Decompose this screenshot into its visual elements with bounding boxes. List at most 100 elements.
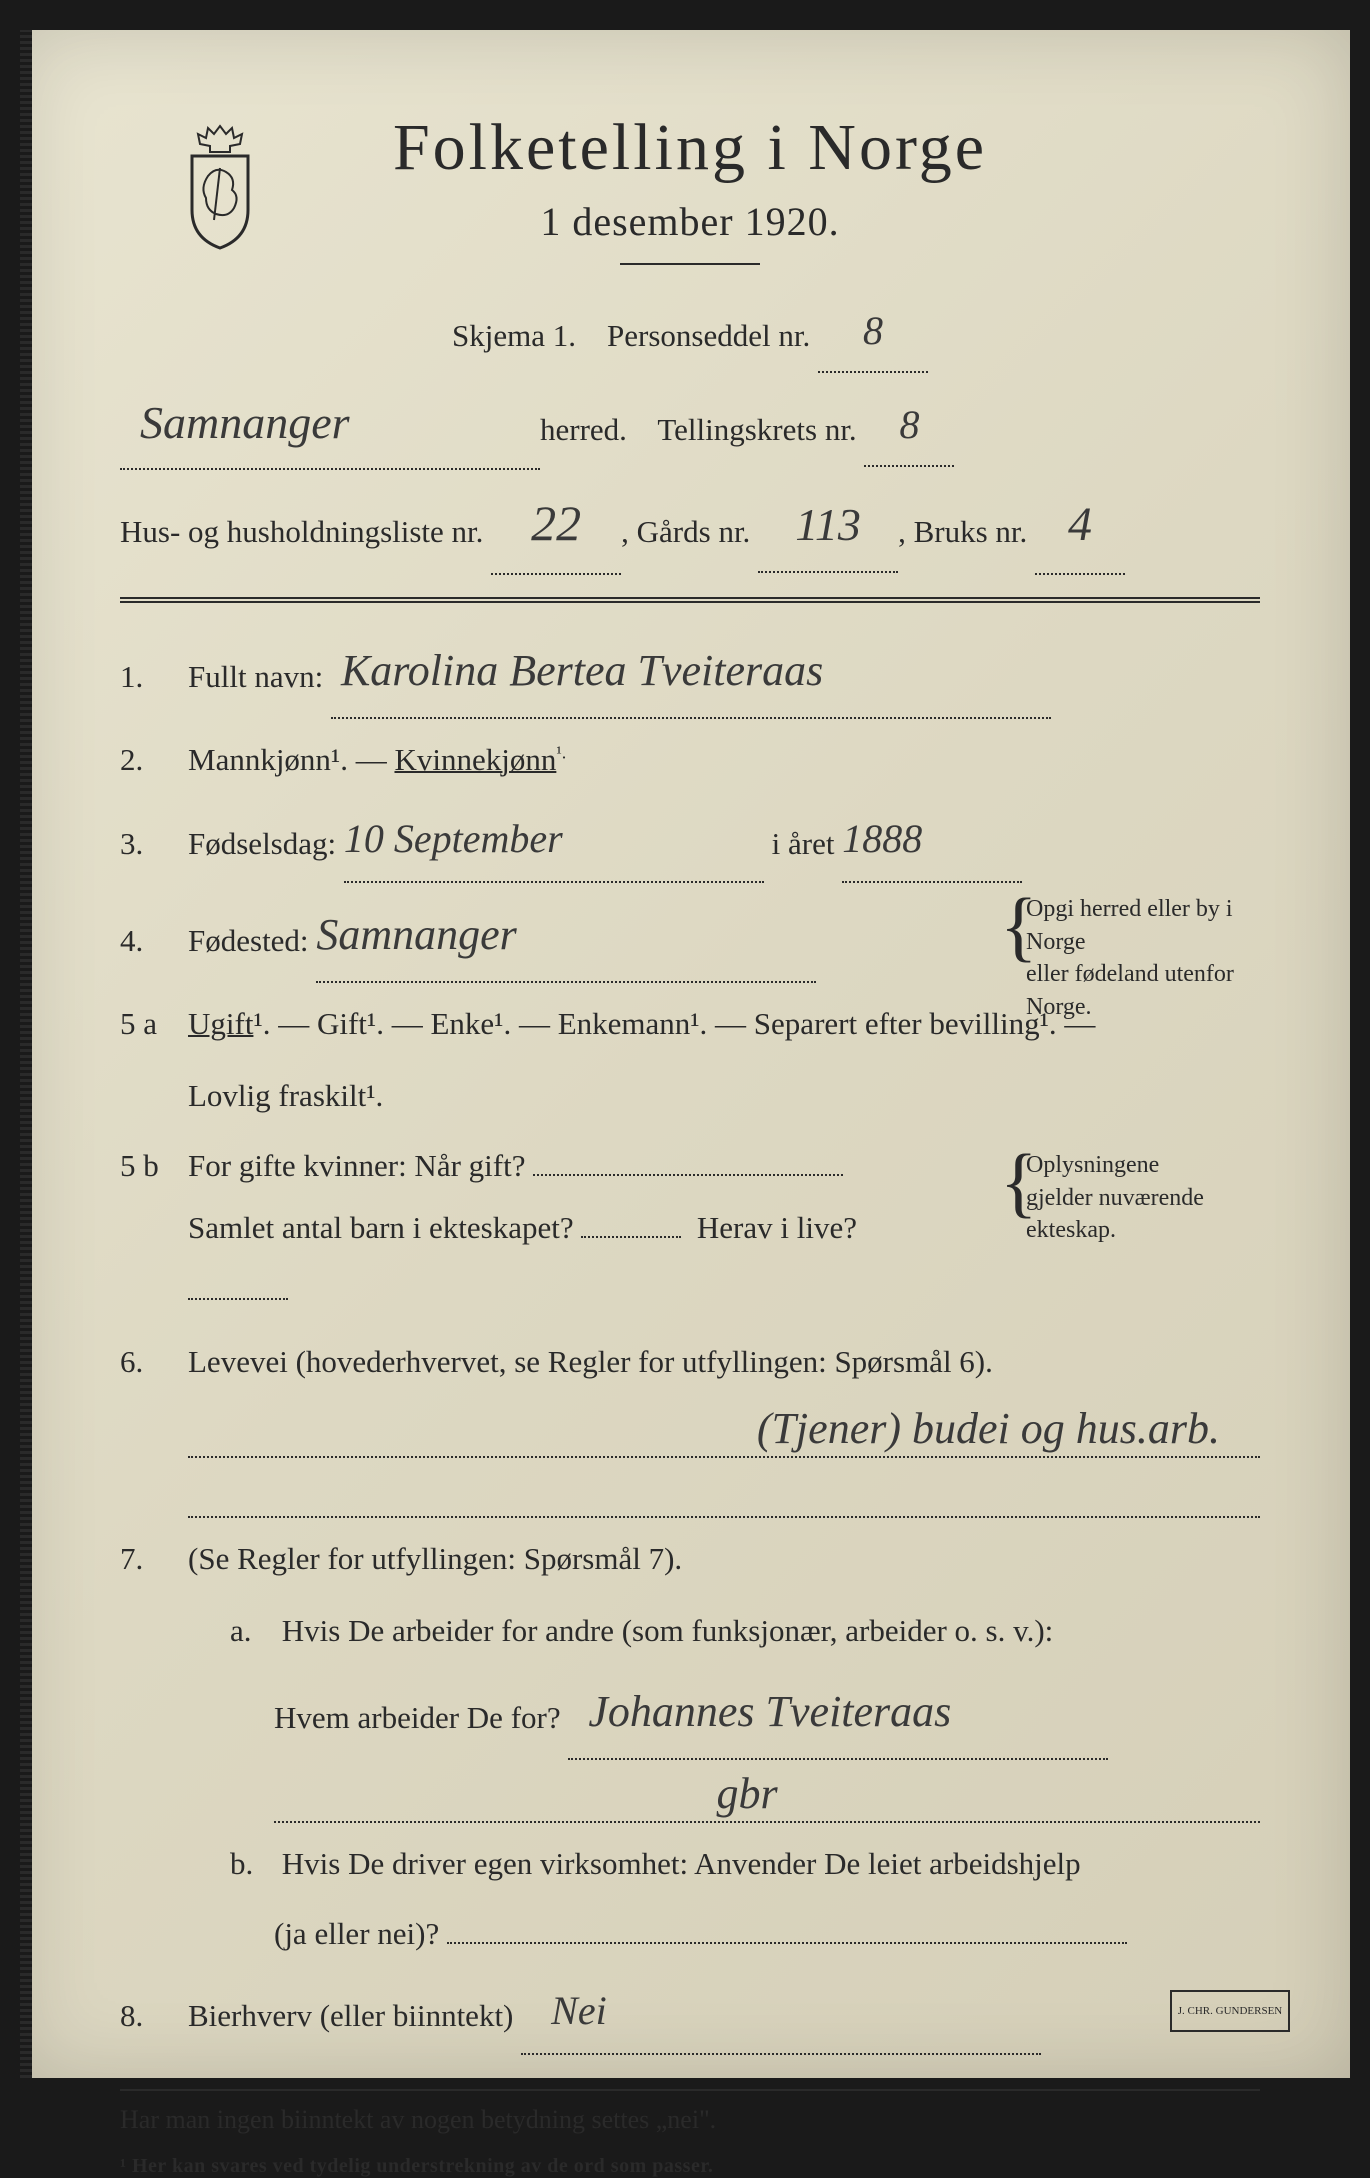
q4: 4. Fødested: Samnanger { Opgi herred ell…	[120, 893, 1260, 983]
brace-icon: {	[1000, 893, 1037, 1023]
personseddel-nr: 8	[863, 308, 883, 353]
q5a-rest: ¹. — Gift¹. — Enke¹. — Enkemann¹. — Sepa…	[253, 1006, 1095, 1041]
q8-num: 8.	[120, 1985, 188, 2047]
brace-icon: {	[1000, 1149, 1037, 1246]
gard-nr-field: 113	[758, 483, 898, 572]
q7-num: 7.	[120, 1528, 188, 1590]
subtitle-date: 1 desember 1920.	[120, 198, 1260, 245]
gard-label: Gårds nr.	[637, 514, 751, 549]
q5b-l2a: Samlet antal barn i ekteskapet?	[188, 1210, 574, 1245]
q2-selected: Kvinnekjønn	[394, 742, 556, 777]
divider-top	[120, 597, 1260, 603]
q5b: 5 b For gifte kvinner: Når gift? Samlet …	[120, 1135, 1260, 1321]
q7a-l1: Hvis De arbeider for andre (som funksjon…	[282, 1613, 1054, 1648]
q7b-l1: Hvis De driver egen virksomhet: Anvender…	[282, 1846, 1081, 1881]
q5b-note: { Oplysningene gjelder nuværende ekteska…	[1000, 1149, 1280, 1246]
q5b-l1a: For gifte kvinner: Når gift?	[188, 1148, 525, 1183]
q2-label: Mannkjønn¹. —	[188, 742, 394, 777]
row-hus: Hus- og husholdningsliste nr. 22, Gårds …	[120, 478, 1260, 575]
tellingskrets-label: Tellingskrets nr.	[657, 412, 856, 447]
row-skjema: Skjema 1. Personseddel nr. 8	[120, 295, 1260, 373]
coat-of-arms-icon	[170, 120, 270, 250]
q3-label: Fødselsdag:	[188, 826, 336, 861]
q2-sup: ¹.	[556, 743, 566, 763]
q1-value: Karolina Bertea Tveiteraas	[331, 646, 823, 695]
q4-field: Samnanger	[316, 893, 816, 983]
q6-blank-line	[188, 1468, 1260, 1518]
q5a-line2: Lovlig fraskilt¹.	[120, 1065, 1260, 1127]
q7: 7. (Se Regler for utfyllingen: Spørsmål …	[120, 1528, 1260, 1590]
q2-num: 2.	[120, 729, 188, 791]
title-rule	[620, 263, 760, 265]
q7a-num: a.	[230, 1600, 274, 1662]
bruk-nr-field: 4	[1035, 481, 1125, 574]
q5b-note-l2: gjelder nuværende	[1026, 1185, 1204, 1211]
q5b-l2b: Herav i live?	[697, 1210, 857, 1245]
q7b-l2-row: (ja eller nei)?	[120, 1903, 1260, 1965]
q6-label: Levevei (hovederhvervet, se Regler for u…	[188, 1331, 1260, 1393]
q4-note-l1: Opgi herred eller by i Norge	[1026, 896, 1233, 954]
q5b-gift-field	[533, 1174, 843, 1176]
q7a-value2: gbr	[274, 1768, 1260, 1823]
q7a: a. Hvis De arbeider for andre (som funks…	[120, 1600, 1260, 1662]
stamp-text: J. CHR. GUNDERSEN	[1178, 2005, 1283, 2017]
q4-note-l2: eller fødeland utenfor Norge.	[1026, 961, 1234, 1019]
q3-year-field: 1888	[842, 801, 1022, 883]
q8-label: Bierhverv (eller biinntekt)	[188, 1998, 513, 2033]
q5b-num: 5 b	[120, 1135, 188, 1197]
q8: 8. Bierhverv (eller biinntekt) Nei	[120, 1973, 1260, 2055]
q8-value: Nei	[521, 1988, 607, 2033]
bruk-nr: 4	[1068, 498, 1092, 551]
divider-bottom	[120, 2089, 1260, 2091]
q1-field: Karolina Bertea Tveiteraas	[331, 629, 1051, 719]
q5b-note-l3: ekteskap.	[1026, 1217, 1116, 1243]
footer-small: ¹ Her kan svares ved tydelig understrekn…	[120, 2155, 1260, 2178]
main-title: Folketelling i Norge	[120, 110, 1260, 186]
q4-value: Samnanger	[316, 910, 516, 959]
hus-nr-field: 22	[491, 478, 621, 575]
q7a-l2-row: Hvem arbeider De for? Johannes Tveiteraa…	[120, 1670, 1260, 1760]
q6: 6. Levevei (hovederhvervet, se Regler fo…	[120, 1331, 1260, 1393]
q7b: b. Hvis De driver egen virksomhet: Anven…	[120, 1833, 1260, 1895]
herred-field: Samnanger	[120, 381, 540, 470]
q3-year-label: i året	[772, 826, 835, 861]
footer-note: Har man ingen biinntekt av nogen betydni…	[120, 2105, 1260, 2135]
q1-num: 1.	[120, 646, 188, 708]
q2: 2. Mannkjønn¹. — Kvinnekjønn¹.	[120, 729, 1260, 791]
header: Folketelling i Norge 1 desember 1920.	[120, 110, 1260, 265]
q7-label: (Se Regler for utfyllingen: Spørsmål 7).	[188, 1528, 1260, 1590]
q7b-num: b.	[230, 1833, 274, 1895]
q7a-field: Johannes Tveiteraas	[568, 1670, 1108, 1760]
row-herred: Samnanger herred. Tellingskrets nr. 8	[120, 381, 1260, 470]
q3: 3. Fødselsdag: 10 September i året 1888	[120, 801, 1260, 883]
q3-day-field: 10 September	[344, 801, 764, 883]
q3-year: 1888	[842, 816, 922, 861]
q6-value: (Tjener) budei og hus.arb.	[188, 1403, 1260, 1458]
bruk-label: Bruks nr.	[914, 514, 1028, 549]
q7b-field	[447, 1942, 1127, 1944]
q6-num: 6.	[120, 1331, 188, 1393]
q8-field: Nei	[521, 1973, 1041, 2055]
q5b-note-l1: Oplysningene	[1026, 1152, 1159, 1178]
herred-value: Samnanger	[120, 397, 350, 448]
q5b-barn-field	[581, 1236, 681, 1238]
q1: 1. Fullt navn: Karolina Bertea Tveiteraa…	[120, 629, 1260, 719]
q4-note: { Opgi herred eller by i Norge eller fød…	[1000, 893, 1280, 1023]
form-body: Skjema 1. Personseddel nr. 8 Samnanger h…	[120, 295, 1260, 2178]
q5a-num: 5 a	[120, 993, 188, 1055]
tellingskrets-nr: 8	[899, 402, 919, 447]
q1-label: Fullt navn:	[188, 659, 323, 694]
herred-suffix: herred.	[540, 412, 627, 447]
gard-nr: 113	[795, 499, 861, 550]
printer-stamp: J. CHR. GUNDERSEN	[1170, 1990, 1290, 2032]
q7a-l2: Hvem arbeider De for?	[274, 1700, 561, 1735]
hus-nr: 22	[531, 495, 581, 551]
q3-num: 3.	[120, 813, 188, 875]
hus-label: Hus- og husholdningsliste nr.	[120, 514, 483, 549]
skjema-label: Skjema 1.	[452, 318, 576, 353]
census-form-page: Folketelling i Norge 1 desember 1920. Sk…	[20, 30, 1350, 2078]
q7b-l2: (ja eller nei)?	[274, 1916, 439, 1951]
tellingskrets-field: 8	[864, 389, 954, 467]
personseddel-nr-field: 8	[818, 295, 928, 373]
q3-day: 10 September	[344, 816, 563, 861]
